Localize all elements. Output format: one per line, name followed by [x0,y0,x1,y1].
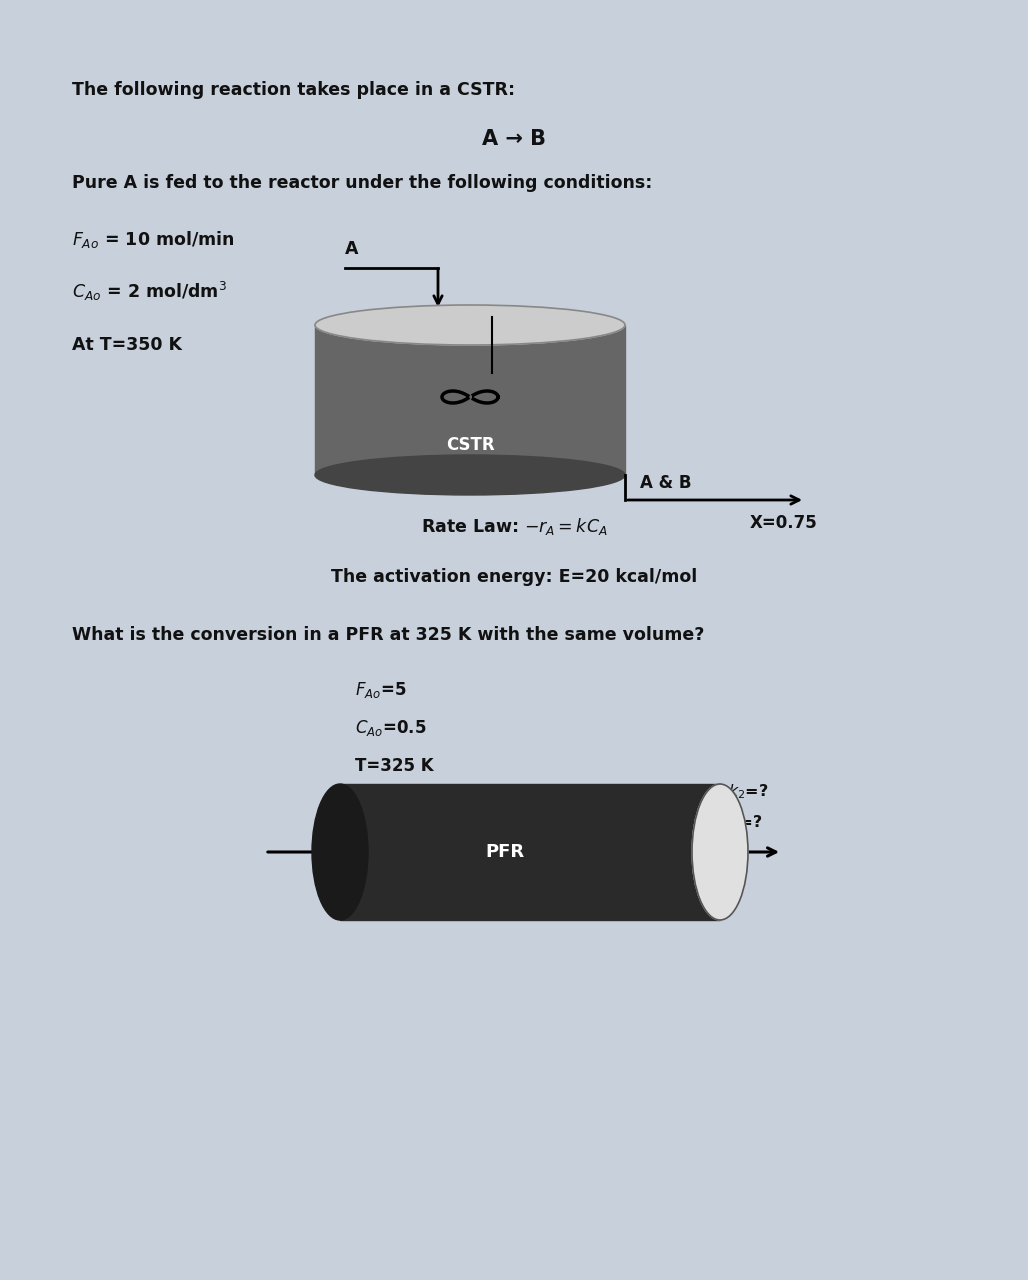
Text: $C_{Ao}$=0.5: $C_{Ao}$=0.5 [355,718,427,739]
Bar [315,325,625,475]
Text: The following reaction takes place in a CSTR:: The following reaction takes place in a … [72,81,515,99]
Text: T=325 K: T=325 K [355,756,434,774]
Text: A: A [345,241,359,259]
Ellipse shape [315,454,625,495]
Text: What is the conversion in a PFR at 325 K with the same volume?: What is the conversion in a PFR at 325 K… [72,626,704,644]
Text: Pure A is fed to the reactor under the following conditions:: Pure A is fed to the reactor under the f… [72,174,653,192]
Text: Rate Law: $-r_A = kC_A$: Rate Law: $-r_A = kC_A$ [420,516,608,538]
Text: The activation energy: E=20 kcal/mol: The activation energy: E=20 kcal/mol [331,568,697,586]
Ellipse shape [313,783,368,920]
Text: At T=350 K: At T=350 K [72,335,182,355]
Bar [340,783,720,920]
Text: A & B: A & B [640,474,692,492]
Text: CSTR: CSTR [446,436,494,454]
Text: $k_2$=?: $k_2$=? [728,782,769,801]
Text: X=?: X=? [728,814,763,829]
Text: $F_{Ao}$ = 10 mol/min: $F_{Ao}$ = 10 mol/min [72,229,234,250]
Text: A → B: A → B [482,129,546,148]
Ellipse shape [315,305,625,346]
Text: $C_{Ao}$ = 2 mol/dm$^3$: $C_{Ao}$ = 2 mol/dm$^3$ [72,280,227,303]
Ellipse shape [692,783,748,920]
Text: X=0.75: X=0.75 [750,515,817,532]
Text: $F_{Ao}$=5: $F_{Ao}$=5 [355,680,406,700]
Text: PFR: PFR [485,844,524,861]
